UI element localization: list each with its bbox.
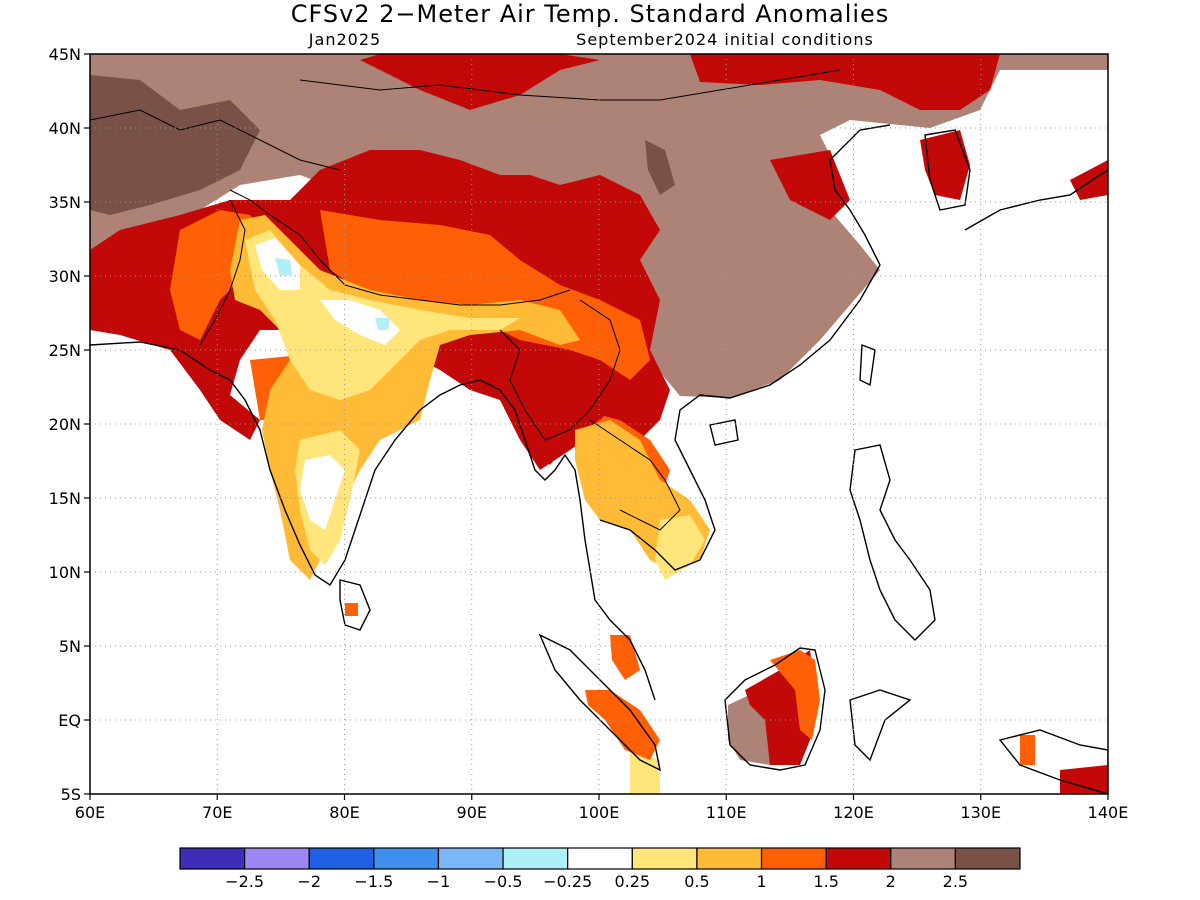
x-tick-label: 140E <box>1088 803 1129 822</box>
colorbar-legend: −2.5 −2 −1.5 −1 −0.5 −0.25 0.25 0.5 1 1.5 2 2.5 <box>179 847 1021 891</box>
y-tick-label: 5N <box>59 637 81 656</box>
coastline-new-guinea <box>998 729 1108 794</box>
y-tick-label: EQ <box>58 711 81 730</box>
map-plot-area <box>90 54 1108 794</box>
x-axis: 60E 70E 80E 90E 100E 110E 120E 130E 140E <box>75 794 1129 822</box>
x-tick-label: 60E <box>75 803 105 822</box>
anomaly-patch-newguinea <box>1060 765 1108 794</box>
y-tick-label: 20N <box>49 415 81 434</box>
colorbar-label: −2.5 <box>225 872 264 891</box>
colorbar-swatch <box>244 847 310 870</box>
y-tick-label: 10N <box>49 563 81 582</box>
anomaly-patch-japan-red <box>1070 160 1108 200</box>
coastline-korea <box>924 129 971 211</box>
anomaly-patch-newguinea-orange <box>1020 735 1035 765</box>
colorbar-swatch <box>567 847 633 870</box>
colorbar-label: −0.5 <box>484 872 523 891</box>
coastline-india <box>90 341 481 586</box>
anomaly-region-korea <box>920 130 970 200</box>
coastline-sumatra <box>538 633 661 772</box>
y-axis: 45N 40N 35N 30N 25N 20N 15N 10N 5N EQ 5S <box>49 45 90 804</box>
anomaly-patch-ne-red <box>690 54 1000 110</box>
coastline-japan <box>964 169 1108 231</box>
colorbar-label: 0.25 <box>614 872 650 891</box>
border-pakistan-india <box>199 199 246 346</box>
anomaly-patch-sumatra-yellow <box>630 750 660 794</box>
coastline-borneo <box>724 647 826 771</box>
x-tick-label: 90E <box>457 803 487 822</box>
coastline-hainan <box>709 419 739 446</box>
colorbar-label: 0.5 <box>684 872 709 891</box>
x-tick-label: 120E <box>833 803 874 822</box>
x-tick-label: 130E <box>960 803 1001 822</box>
colorbar-swatch <box>890 847 956 870</box>
colorbar-label: −2 <box>297 872 321 891</box>
anomaly-patch-nepal-white <box>320 300 400 345</box>
y-tick-label: 5S <box>61 785 81 804</box>
x-tick-label: 100E <box>579 803 620 822</box>
colorbar-swatch <box>437 847 504 870</box>
border-thailand-laos <box>589 419 681 531</box>
anomaly-patch-blue-small <box>275 258 292 276</box>
coastline-sri-lanka <box>339 579 371 631</box>
anomaly-patch-borneo-orange <box>770 650 820 740</box>
initial-conditions: September2024 initial conditions <box>576 30 874 49</box>
anomaly-patch-blue-nepal <box>375 318 390 330</box>
anomaly-patch-north-red <box>360 54 600 110</box>
y-tick-label: 25N <box>49 341 81 360</box>
colorbar-swatch <box>631 847 698 870</box>
chart-title: CFSv2 2−Meter Air Temp. Standard Anomali… <box>291 0 890 28</box>
colorbar-label: −0.25 <box>543 872 592 891</box>
y-tick-label: 45N <box>49 45 81 64</box>
colorbar-label: 1 <box>756 872 766 891</box>
colorbar-label: 1.5 <box>813 872 838 891</box>
colorbar-swatch <box>696 847 763 870</box>
colorbar-swatch <box>825 847 892 870</box>
coastline-taiwan <box>859 344 876 387</box>
coastline-philippines <box>849 444 936 641</box>
x-tick-label: 80E <box>329 803 359 822</box>
colorbar-swatch <box>373 847 440 870</box>
anomaly-region-central-india <box>300 455 345 530</box>
colorbar-swatch <box>179 847 246 870</box>
colorbar-label: −1.5 <box>354 872 393 891</box>
colorbar-swatch <box>308 847 375 870</box>
anomaly-patch-vietnam-yellow <box>655 515 705 580</box>
anomaly-patch-srilanka <box>345 603 358 616</box>
border-central-asia <box>90 109 341 171</box>
colorbar-label: −1 <box>427 872 451 891</box>
anomaly-patch-tibet-dark <box>645 140 675 195</box>
country-borders <box>90 69 841 531</box>
valid-month: Jan2025 <box>308 30 381 49</box>
border-myanmar <box>499 299 621 441</box>
border-mongolia <box>299 69 841 101</box>
y-tick-label: 15N <box>49 489 81 508</box>
graticule <box>90 54 1108 794</box>
colorbar-label: 2.5 <box>943 872 968 891</box>
y-tick-label: 35N <box>49 193 81 212</box>
coastline-indochina <box>599 124 891 571</box>
colorbar-label: 2 <box>886 872 896 891</box>
x-tick-label: 110E <box>706 803 747 822</box>
colorbar-swatch <box>502 847 569 870</box>
anomaly-region-sumatra <box>585 690 660 760</box>
coastlines <box>90 124 1108 794</box>
coastline-bay-of-bengal <box>479 379 656 701</box>
y-tick-label: 30N <box>49 267 81 286</box>
colorbar-swatch <box>954 847 1021 870</box>
colorbar-swatch <box>760 847 827 870</box>
x-tick-label: 70E <box>202 803 232 822</box>
y-tick-label: 40N <box>49 119 81 138</box>
border-himalaya <box>229 189 571 306</box>
